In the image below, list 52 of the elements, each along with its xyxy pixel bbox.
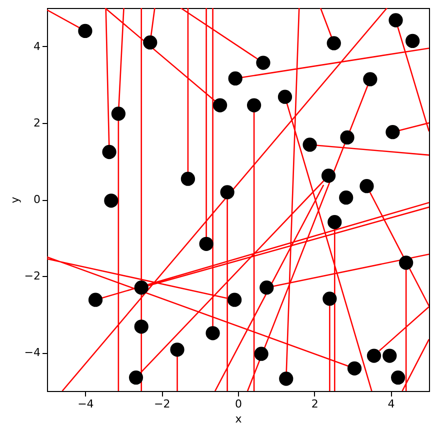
point (170, 342, 184, 357)
y-tick-label: −4 (24, 346, 40, 360)
point (111, 106, 126, 121)
y-tick-label: 2 (34, 116, 40, 130)
point (260, 280, 274, 295)
point (390, 370, 406, 385)
point (322, 292, 337, 306)
point (328, 215, 342, 230)
point (212, 98, 228, 112)
point (143, 35, 158, 50)
point (360, 179, 374, 194)
y-axis-title: y (8, 196, 22, 204)
point (199, 236, 214, 251)
point (347, 361, 362, 376)
point (134, 320, 148, 334)
x-tick-label: 4 (388, 398, 395, 410)
point (278, 90, 292, 104)
x-axis-title: x (235, 412, 242, 426)
point (228, 71, 242, 86)
point (180, 172, 196, 186)
point (88, 292, 103, 307)
point (78, 24, 92, 38)
x-tick-label: 0 (235, 398, 242, 410)
point (321, 168, 336, 183)
point (363, 72, 378, 86)
point (279, 372, 294, 386)
point (399, 256, 414, 270)
x-tick-label: 2 (311, 398, 318, 410)
y-tick-label: −2 (24, 270, 40, 283)
point (340, 130, 354, 145)
point (256, 56, 270, 70)
point (326, 36, 341, 50)
point (128, 370, 144, 385)
point (406, 34, 420, 48)
point (134, 280, 148, 295)
point (206, 326, 220, 340)
point (220, 185, 234, 200)
y-tick-label: 0 (34, 193, 40, 206)
point (246, 98, 262, 112)
x-tick-label: −4 (78, 398, 94, 410)
y-tick-label: 4 (34, 40, 40, 53)
point (302, 138, 317, 152)
point (254, 346, 268, 361)
point (382, 348, 397, 363)
point (366, 348, 382, 363)
x-tick-label: −2 (154, 398, 170, 410)
point (386, 125, 400, 140)
point (104, 194, 118, 208)
point (227, 292, 242, 307)
point (388, 13, 403, 28)
point (102, 144, 116, 160)
point (339, 190, 354, 205)
